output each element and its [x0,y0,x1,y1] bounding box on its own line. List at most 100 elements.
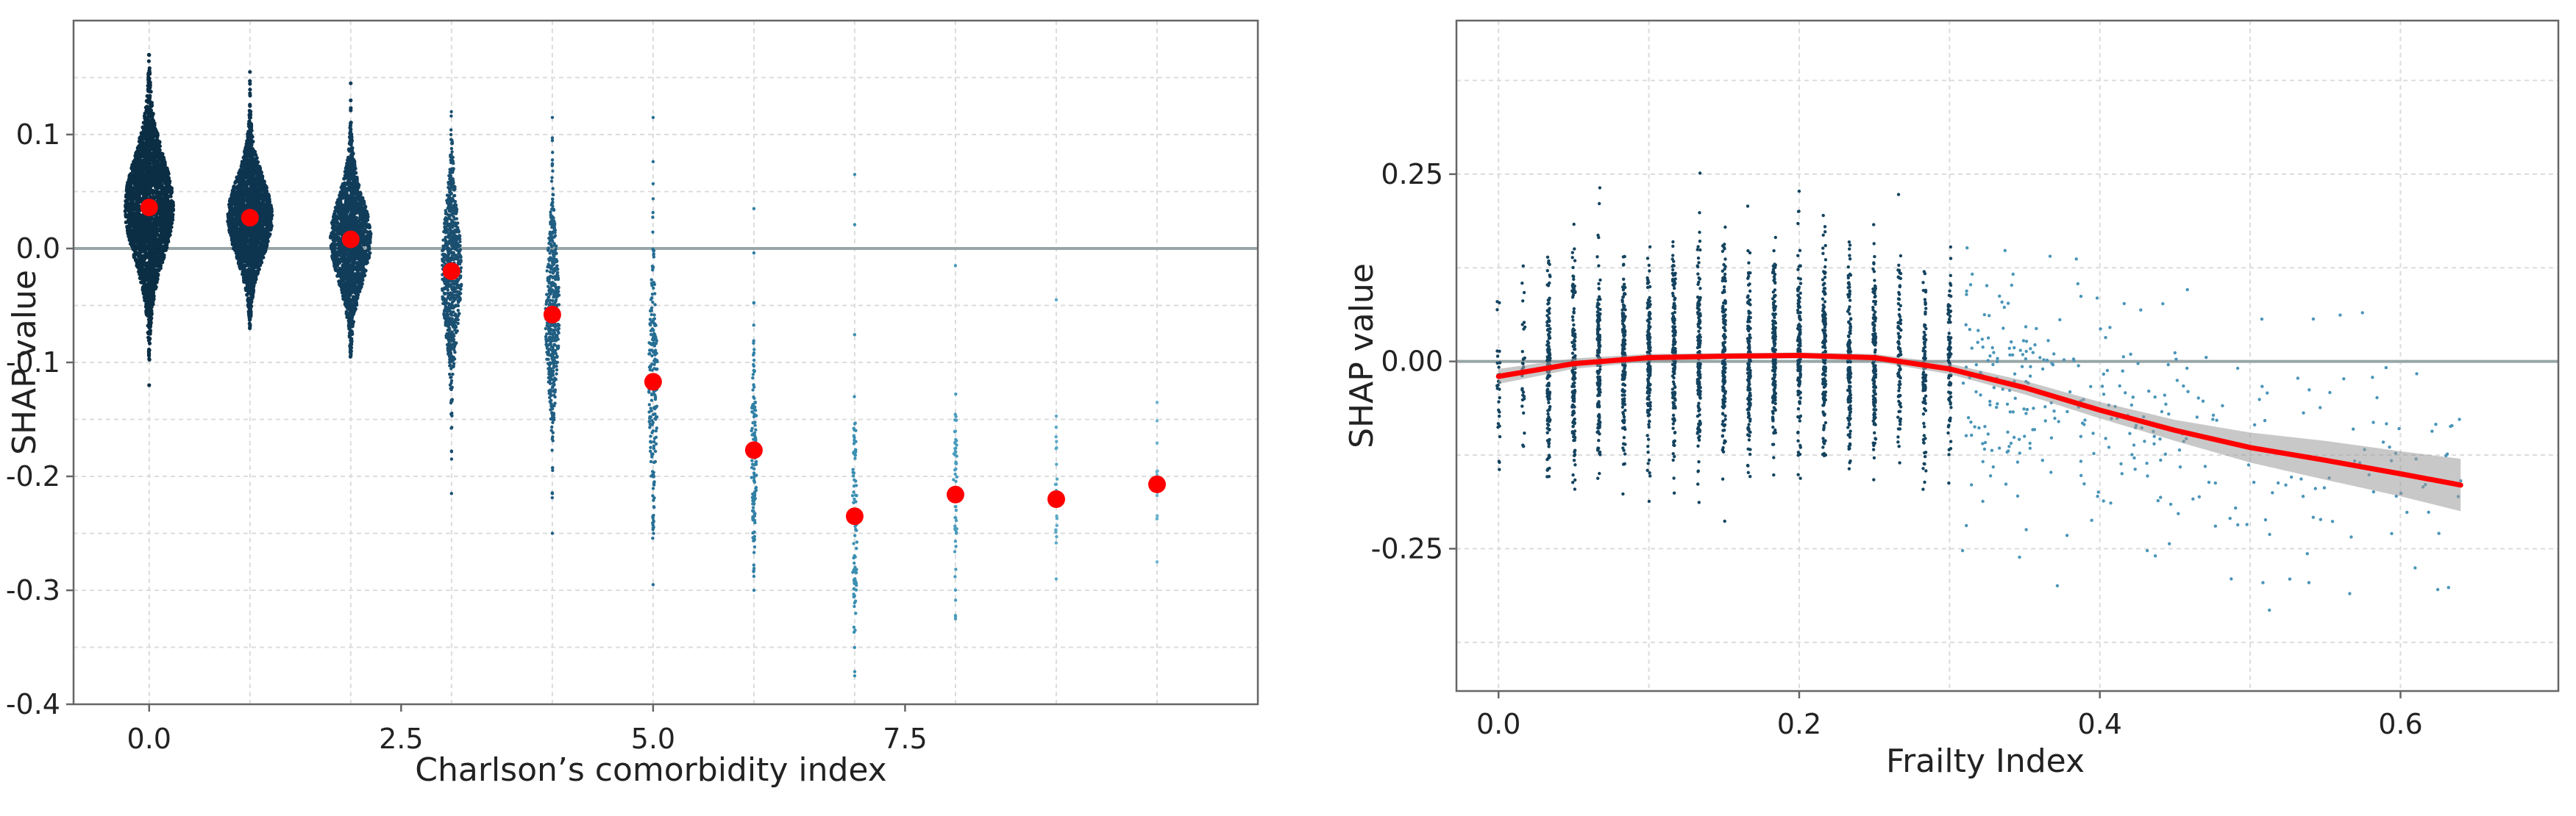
shap-point [170,215,175,220]
shap-point [263,243,268,247]
shap-point [252,169,256,173]
shap-point [248,115,252,120]
shap-point [152,267,156,272]
shap-point [135,258,139,262]
shap-point [255,205,260,210]
shap-point [147,307,152,312]
shap-point [252,284,256,288]
shap-point [247,119,252,124]
shap-point [129,171,133,176]
shap-point [134,151,138,155]
shap-point [125,213,129,218]
shap-point [245,287,249,291]
shap-point [141,233,146,237]
shap-point [141,291,146,296]
shap-point [152,155,157,160]
shap-point [163,173,168,178]
shap-point [138,157,142,161]
shap-point [141,256,146,260]
shap-point [127,179,131,184]
shap-point [234,179,238,184]
shap-point [248,324,252,329]
shap-point [147,76,152,81]
shap-point [166,237,170,243]
shap-point [248,91,252,96]
shap-point [147,248,152,252]
shap-point [249,291,254,296]
shap-point [251,185,256,189]
shap-point [249,238,253,243]
shap-point [249,153,253,157]
shap-point [157,252,162,257]
shap-point [159,245,163,249]
shap-point [167,199,171,204]
shap-point [160,163,165,168]
shap-point [262,250,266,255]
shap-point [246,263,250,268]
shap-point [261,230,266,235]
shap-point [149,178,154,182]
shap-point [249,202,253,207]
shap-point [240,164,244,169]
shap-point [148,324,152,329]
shap-point [155,135,160,139]
shap-point [146,287,150,291]
shap-point [144,99,149,103]
shap-point [124,204,128,208]
shap-point [133,211,138,215]
shap-point [249,298,253,302]
shap-point [255,182,259,186]
shap-point [249,129,254,133]
shap-point [168,179,172,184]
shap-point [126,228,130,232]
shap-point [247,282,252,287]
shap-point [147,66,152,71]
shap-point [242,273,246,277]
shap-point [246,124,252,129]
shap-point [155,139,160,143]
cci-shap-panel: 0.1 0.0 -0.1 -0.2 -0.3 -0.4 0.0 2.5 5.0 7.5 Charls… [6,19,1259,789]
shap-point [138,178,142,182]
shap-point [256,263,260,268]
shap-point [143,132,147,136]
shap-point [249,255,253,260]
shap-point [243,190,247,195]
shap-point [238,266,243,271]
shap-point [154,148,160,152]
shap-point [227,213,231,218]
shap-point [133,232,138,237]
shap-point [140,142,144,146]
shap-point [156,259,160,264]
shap-point [162,226,166,231]
shap-point [254,253,258,257]
shap-point [241,170,246,174]
shap-point [140,276,145,282]
shap-point [245,247,249,251]
shap-point [157,227,162,232]
shap-point [154,190,158,194]
shap-point [248,112,253,117]
shap-point [157,201,161,205]
shap-point [158,168,163,172]
shap-point [149,303,154,307]
shap-point [241,260,245,264]
shap-point [248,102,252,107]
shap-point [255,269,260,273]
shap-point [147,293,152,297]
shap-point [158,266,163,271]
shap-point [146,152,151,157]
shap-point [238,173,243,178]
shap-point [151,292,155,296]
shap-point [244,183,249,187]
shap-point [134,251,138,255]
shap-point [255,229,260,233]
shap-point [244,240,249,244]
shap-point [150,232,154,237]
shap-point [146,338,151,343]
shap-point [147,225,152,229]
shap-point [238,234,242,238]
shap-point [146,192,150,196]
shap-point [141,268,146,272]
shap-point [152,138,157,143]
shap-point [154,220,159,224]
